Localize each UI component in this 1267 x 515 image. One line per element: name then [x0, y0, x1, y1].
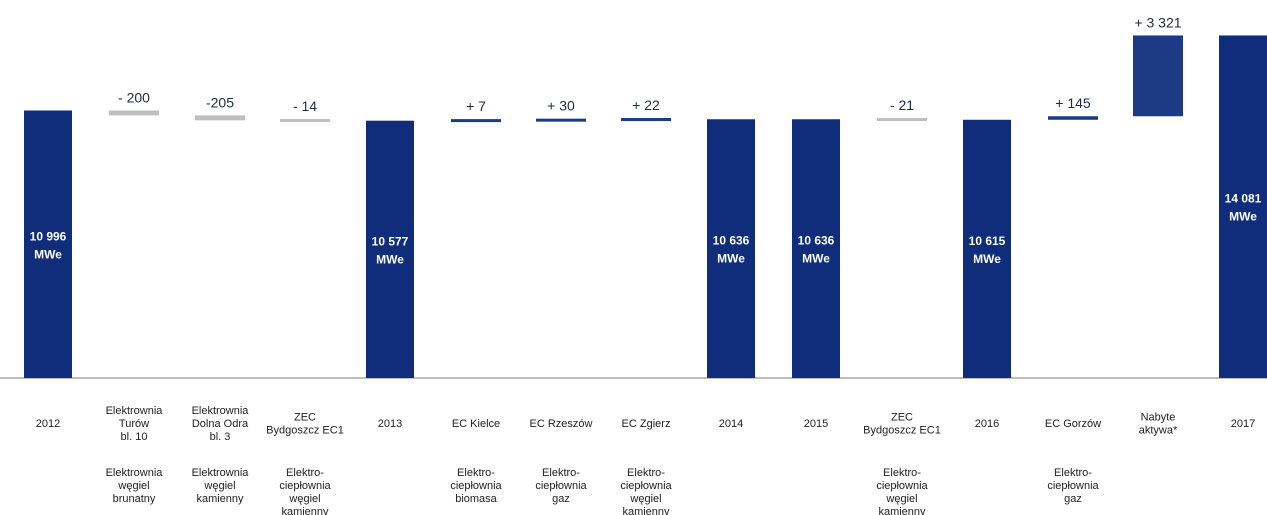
decrease-bar-elektrownia-turow-bl-10 [109, 110, 159, 116]
increase-bar-ec-rzeszow [536, 118, 586, 122]
category-label-nabyte-aktywa-line-1: Nabyte [1141, 412, 1176, 424]
type-label-elektrownia-turow-bl-10-line-2: węgiel [117, 480, 149, 492]
type-label-ec-rzeszow-line-1: Elektro- [542, 467, 580, 479]
delta-value-label-elektrownia-dolna-odra-bl-3: -205 [206, 94, 234, 110]
bars-layer [24, 35, 1267, 379]
type-label-ec-zgierz-line-2: ciepłownia [620, 480, 672, 492]
category-label-2012: 2012 [36, 418, 60, 430]
type-label-ec-zgierz-line-4: kamienny [622, 506, 670, 515]
total-bar-2016 [963, 119, 1011, 378]
total-value-label-2013-unit: MWe [376, 252, 404, 266]
category-label-zec-bydgoszcz-ec1-line-1: ZEC [891, 412, 913, 424]
type-label-zec-bydgoszcz-ec1-line-4: kamienny [878, 506, 926, 515]
type-label-ec-kielce-line-1: Elektro- [457, 467, 495, 479]
type-label-zec-bydgoszcz-ec1-line-2: ciepłownia [279, 480, 331, 492]
type-label-ec-gorzow-line-2: ciepłownia [1047, 480, 1099, 492]
type-label-ec-kielce-line-2: ciepłownia [450, 480, 502, 492]
total-value-label-2012-unit: MWe [34, 247, 62, 261]
delta-value-label-ec-rzeszow: + 30 [547, 98, 575, 114]
total-value-label-2017: 14 081 [1225, 192, 1262, 206]
delta-value-label-ec-zgierz: + 22 [632, 97, 660, 113]
delta-value-label-ec-kielce: + 7 [466, 98, 486, 114]
delta-value-label-nabyte-aktywa: + 3 321 [1134, 14, 1181, 30]
total-bar-2017 [1219, 35, 1267, 379]
type-label-zec-bydgoszcz-ec1-line-4: kamienny [281, 506, 329, 515]
delta-value-label-zec-bydgoszcz-ec1: - 14 [293, 98, 317, 114]
category-label-zec-bydgoszcz-ec1-line-2: Bydgoszcz EC1 [863, 425, 941, 437]
type-label-zec-bydgoszcz-ec1-line-1: Elektro- [883, 467, 921, 479]
total-bar-2014 [707, 119, 755, 378]
increase-bar-ec-gorzow [1048, 116, 1098, 120]
category-label-elektrownia-turow-bl-10-line-3: bl. 10 [121, 431, 148, 443]
increase-bar-ec-zgierz [621, 118, 671, 122]
total-value-label-2017-unit: MWe [1229, 210, 1257, 224]
type-label-ec-rzeszow-line-3: gaz [552, 493, 570, 505]
type-label-elektrownia-dolna-odra-bl-3-line-1: Elektrownia [192, 467, 250, 479]
total-value-label-2013: 10 577 [372, 234, 409, 248]
total-value-label-2014-unit: MWe [717, 252, 745, 266]
total-value-label-2016: 10 615 [969, 234, 1006, 248]
category-label-ec-rzeszow: EC Rzeszów [530, 418, 593, 430]
delta-value-label-zec-bydgoszcz-ec1: - 21 [890, 97, 914, 113]
total-value-label-2015: 10 636 [798, 234, 835, 248]
total-bar-2012 [24, 110, 72, 378]
type-label-zec-bydgoszcz-ec1-line-3: węgiel [288, 493, 320, 505]
category-label-elektrownia-dolna-odra-bl-3-line-1: Elektrownia [192, 405, 250, 417]
category-label-elektrownia-turow-bl-10-line-2: Turów [119, 418, 149, 430]
category-label-ec-zgierz: EC Zgierz [622, 418, 671, 430]
type-label-elektrownia-dolna-odra-bl-3-line-2: węgiel [203, 480, 235, 492]
delta-value-label-elektrownia-turow-bl-10: - 200 [118, 90, 150, 106]
category-label-2017: 2017 [1231, 418, 1255, 430]
increase-bar-ec-kielce [451, 119, 501, 123]
type-label-zec-bydgoszcz-ec1-line-3: węgiel [885, 493, 917, 505]
type-label-elektrownia-turow-bl-10-line-1: Elektrownia [106, 467, 164, 479]
category-label-2016: 2016 [975, 418, 999, 430]
delta-value-label-ec-gorzow: + 145 [1055, 95, 1091, 111]
type-label-ec-zgierz-line-3: węgiel [629, 493, 661, 505]
category-label-ec-gorzow: EC Gorzów [1045, 418, 1101, 430]
increase-bar-nabyte-aktywa [1133, 35, 1183, 117]
decrease-bar-zec-bydgoszcz-ec1 [280, 119, 330, 123]
total-bar-2015 [792, 119, 840, 378]
type-label-ec-zgierz-line-1: Elektro- [627, 467, 665, 479]
decrease-bar-zec-bydgoszcz-ec1 [877, 118, 927, 122]
type-label-ec-gorzow-line-3: gaz [1064, 493, 1082, 505]
total-bar-2013 [366, 120, 414, 378]
total-value-label-2014: 10 636 [713, 234, 750, 248]
type-label-zec-bydgoszcz-ec1-line-1: Elektro- [286, 467, 324, 479]
type-label-ec-gorzow-line-1: Elektro- [1054, 467, 1092, 479]
type-label-ec-kielce-line-3: biomasa [455, 493, 497, 505]
type-label-zec-bydgoszcz-ec1-line-2: ciepłownia [876, 480, 928, 492]
category-label-2014: 2014 [719, 418, 743, 430]
category-label-elektrownia-dolna-odra-bl-3-line-3: bl. 3 [210, 431, 231, 443]
type-label-elektrownia-dolna-odra-bl-3-line-3: kamienny [196, 493, 244, 505]
category-label-elektrownia-dolna-odra-bl-3-line-2: Dolna Odra [192, 418, 249, 430]
type-label-ec-rzeszow-line-2: ciepłownia [535, 480, 587, 492]
total-value-label-2015-unit: MWe [802, 252, 830, 266]
total-value-label-2012: 10 996 [30, 229, 67, 243]
type-label-elektrownia-turow-bl-10-line-3: brunatny [113, 493, 156, 505]
category-label-elektrownia-turow-bl-10-line-1: Elektrownia [106, 405, 164, 417]
category-label-zec-bydgoszcz-ec1-line-2: Bydgoszcz EC1 [266, 425, 344, 437]
category-label-ec-kielce: EC Kielce [452, 418, 500, 430]
decrease-bar-elektrownia-dolna-odra-bl-3 [195, 115, 245, 121]
category-label-2015: 2015 [804, 418, 828, 430]
category-label-2013: 2013 [378, 418, 402, 430]
category-label-zec-bydgoszcz-ec1-line-1: ZEC [294, 412, 316, 424]
category-label-nabyte-aktywa-line-2: aktywa* [1139, 425, 1178, 437]
total-value-label-2016-unit: MWe [973, 252, 1001, 266]
